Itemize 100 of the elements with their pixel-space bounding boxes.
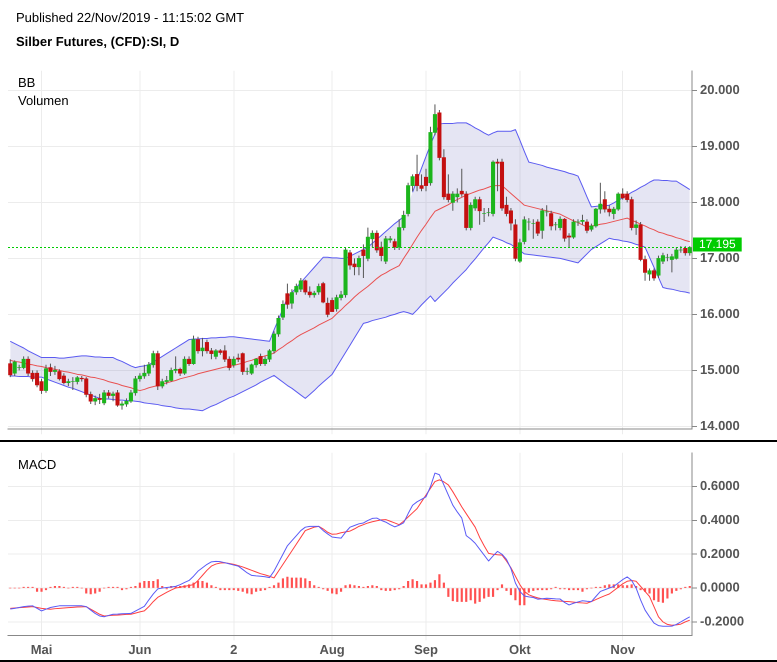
x-tick-label: 2 — [230, 642, 238, 657]
y-tick-label: 14.000 — [700, 418, 740, 433]
y-tick-label: 15.000 — [700, 362, 740, 377]
bar — [255, 588, 258, 592]
bar — [470, 588, 472, 600]
bar — [442, 582, 445, 588]
bar — [246, 588, 248, 594]
x-tick-label: Nov — [610, 642, 636, 657]
bar — [308, 580, 311, 588]
x-tick-label: Aug — [319, 642, 345, 657]
y-tick-label: 0.6000 — [700, 478, 740, 494]
bar — [384, 588, 387, 591]
bar — [500, 584, 504, 588]
bar — [416, 580, 418, 588]
bar — [670, 588, 673, 594]
bar — [657, 588, 660, 602]
bar — [286, 576, 288, 588]
y-tick-label: 16.000 — [700, 306, 740, 321]
bar — [348, 584, 352, 588]
bar — [474, 588, 476, 604]
bar — [429, 582, 432, 588]
bar — [483, 588, 486, 599]
bar — [528, 588, 530, 593]
bar — [407, 580, 410, 588]
bar — [622, 585, 624, 588]
bar — [331, 588, 334, 594]
bar — [514, 588, 516, 600]
bar — [313, 585, 316, 588]
bar — [250, 588, 253, 594]
y-tick-label: 0.2000 — [700, 546, 740, 561]
chart-title: Silber Futures, (CFD):SI, D — [16, 33, 180, 49]
bar — [304, 578, 306, 588]
bar — [282, 578, 284, 588]
bar — [201, 580, 204, 588]
bar — [340, 588, 342, 592]
x-tick-label: Jun — [128, 642, 152, 657]
y-tick-label: 20.000 — [700, 82, 740, 97]
x-tick-label: Okt — [509, 642, 532, 657]
bar — [260, 588, 262, 591]
bar — [456, 588, 458, 602]
bar — [36, 588, 38, 592]
bar — [389, 588, 392, 591]
bar — [290, 578, 293, 588]
bar — [94, 588, 96, 594]
bar — [510, 588, 512, 596]
bar — [326, 588, 329, 591]
bar — [156, 579, 159, 588]
bar — [242, 588, 244, 592]
bar — [336, 588, 338, 594]
bar — [492, 588, 494, 597]
bar — [206, 582, 208, 588]
bar — [604, 585, 606, 588]
bar — [447, 588, 450, 597]
y-tick-label: 0.4000 — [700, 512, 740, 528]
bar — [90, 588, 92, 594]
bar — [666, 588, 668, 599]
ref-line-label: 17.195 — [699, 236, 736, 251]
bar — [98, 588, 101, 592]
bar — [85, 588, 88, 594]
bar — [532, 588, 534, 591]
bar — [452, 588, 454, 602]
bar — [148, 580, 150, 588]
bar — [353, 585, 356, 588]
bar — [581, 588, 584, 592]
bar — [488, 588, 490, 597]
bar — [420, 584, 423, 588]
y-tick-label: 17.000 — [700, 250, 740, 265]
bar — [295, 578, 298, 588]
bar — [412, 579, 414, 588]
bar — [272, 585, 276, 588]
bar — [675, 588, 678, 591]
annotation: BB — [18, 74, 36, 90]
bar — [460, 588, 463, 602]
bar — [138, 582, 141, 588]
bar — [626, 585, 628, 588]
bar — [465, 588, 468, 602]
bar — [210, 585, 212, 588]
bar — [424, 584, 428, 588]
bar — [371, 585, 374, 588]
annotation: MACD — [18, 456, 56, 472]
bar — [143, 580, 146, 588]
bar — [630, 584, 633, 588]
bar — [344, 585, 347, 588]
chart-subtitle: Published 22/Nov/2019 - 11:15:02 GMT — [16, 9, 246, 25]
x-tick-label: Mai — [30, 642, 52, 657]
bar — [505, 588, 508, 591]
bar — [237, 588, 240, 591]
x-tick-label: Sep — [414, 642, 438, 657]
bar — [300, 578, 302, 588]
annotation: Volumen — [18, 92, 69, 108]
bar — [434, 580, 436, 588]
y-tick-label: 0.0000 — [700, 580, 740, 595]
bar — [277, 582, 280, 588]
bar — [40, 588, 43, 592]
bar — [662, 588, 664, 603]
bar — [648, 588, 651, 594]
y-tick-label: -0.2000 — [700, 613, 744, 628]
y-tick-label: 19.000 — [700, 138, 740, 153]
bar — [152, 580, 154, 588]
bar — [652, 588, 656, 600]
